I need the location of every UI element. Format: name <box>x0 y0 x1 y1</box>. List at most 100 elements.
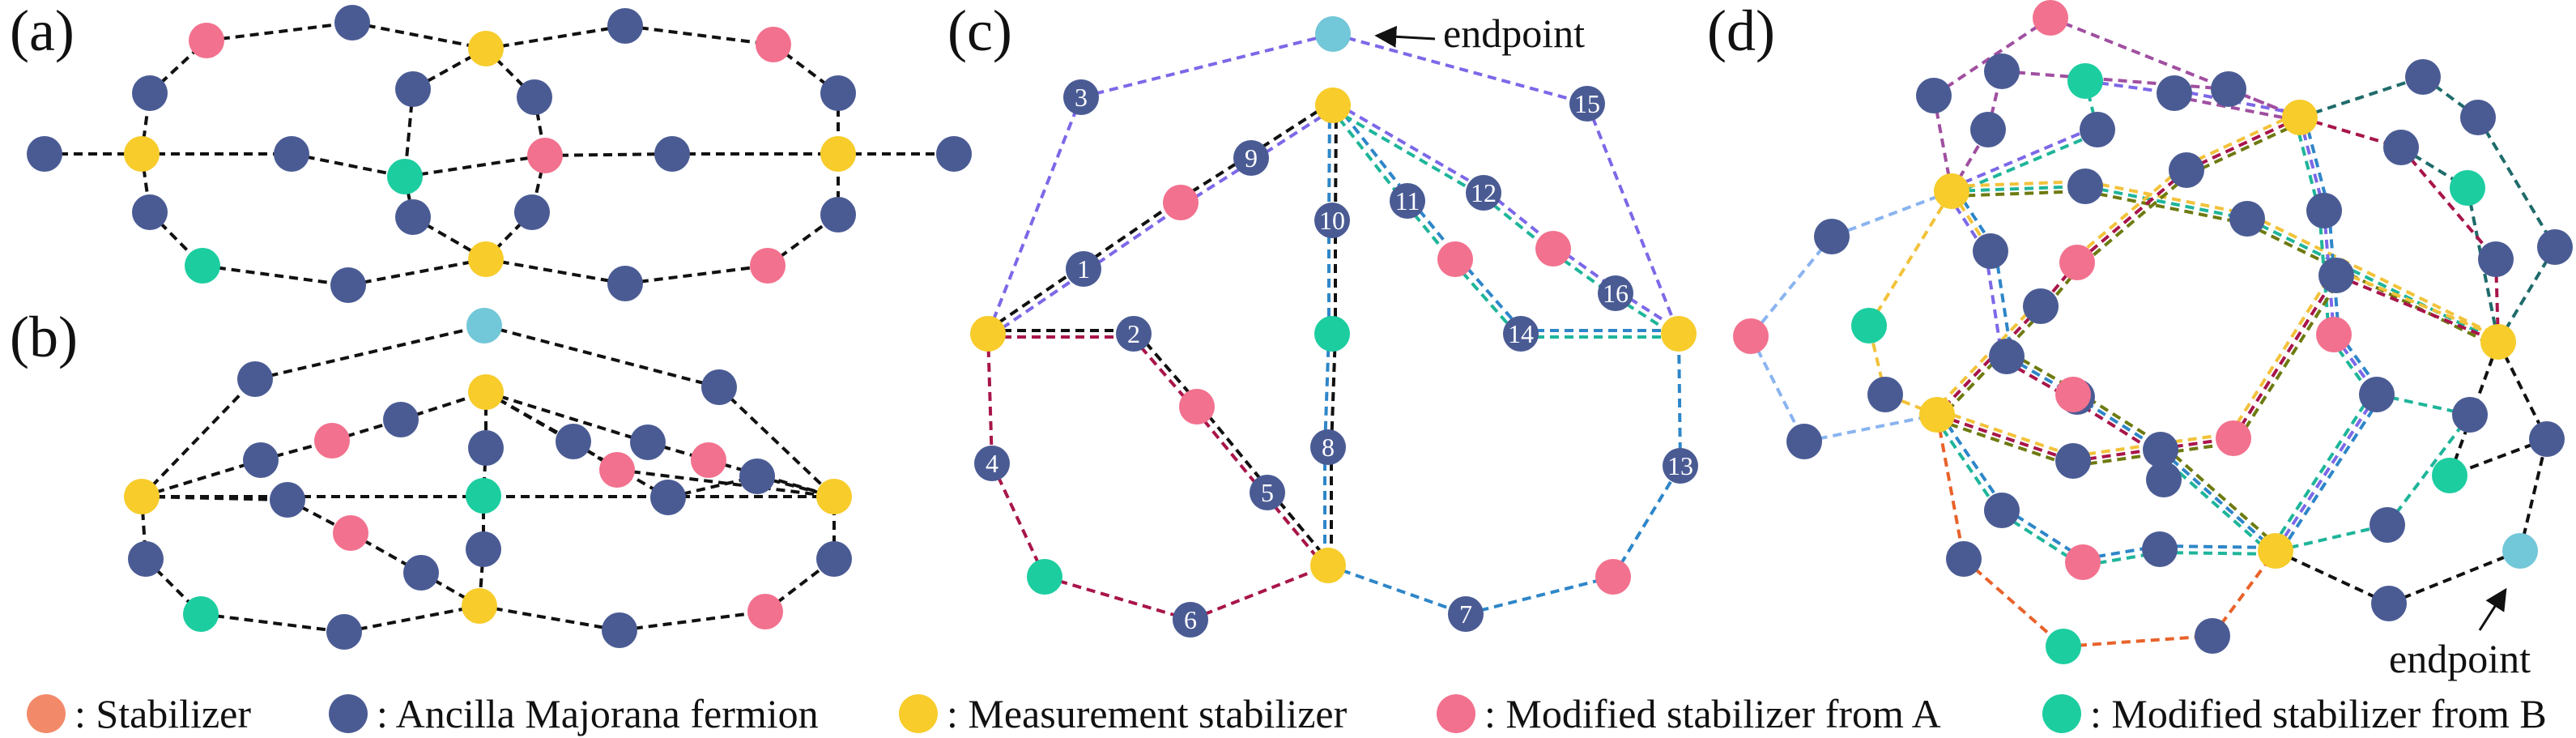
panel-d-ancilla-node <box>2405 59 2441 95</box>
panel-d-edge-q10-Y4 <box>2274 393 2378 552</box>
panel-d-modified-stabilizer-a-node <box>2033 0 2068 36</box>
panel-a-modified-stabilizer-a-node <box>189 23 224 58</box>
panel-a-ancilla-node <box>395 71 431 107</box>
panel-d-ancilla-node <box>2460 100 2496 135</box>
endpoint-c-arrow <box>1374 25 1436 48</box>
panel-b-modified-stabilizer-a-node <box>333 515 368 551</box>
panel-d-ancilla-node <box>2229 201 2265 237</box>
panel-d-edge-q18-Y3 <box>2248 212 2501 339</box>
panel-b-modified-stabilizer-b-node <box>183 596 219 632</box>
panel-c-edge-n4-g1 <box>990 463 1046 578</box>
panel-a-ancilla-node <box>27 136 62 172</box>
panel-b-edge-b5-M <box>343 604 480 633</box>
panel-a-ancilla-node <box>274 136 309 172</box>
panel-a-ancilla-node <box>334 5 370 41</box>
panel-d-edge-q17-q18 <box>2084 189 2247 225</box>
panel-d-edge-q11-q8 <box>2236 277 2342 442</box>
panel-b-ancilla-node <box>466 531 501 567</box>
panel-c-ancilla-node <box>1250 475 1285 510</box>
panel-d-edge-q17-q18 <box>2084 185 2248 220</box>
panel-d-edge-Y1-q1 <box>1952 130 2100 196</box>
legend-label-modified-a: : Modified stabilizer from A <box>1484 691 1941 736</box>
panel-d-ancilla-node <box>2195 618 2230 654</box>
panel-b-edge-e3-e4 <box>647 441 709 462</box>
panel-d-edge-o8-o10 <box>2399 146 2497 261</box>
panel-a-ancilla-node <box>820 75 856 111</box>
panel-b-ancilla-node <box>602 612 637 648</box>
panel-c-node-number-label: 13 <box>1667 451 1693 480</box>
panel-c-edge-n15-R <box>1586 103 1680 335</box>
panel-c-ancilla-node <box>1233 140 1269 176</box>
legend-label-measurement: : Measurement stabilizer <box>947 691 1348 736</box>
panel-a-modified-stabilizer-b-node <box>387 159 423 194</box>
panel-c-ancilla-node <box>1314 203 1350 238</box>
panel-b-measurement-stabilizer-node <box>124 479 160 514</box>
panel-d-ancilla-node <box>2157 75 2192 111</box>
panel-d-edge-q11-q8 <box>2228 271 2334 437</box>
panel-c-ancilla-node <box>1466 175 1501 211</box>
panel-b-ancilla-node <box>403 555 439 591</box>
panel-c-edge-g2-n8 <box>1323 333 1331 447</box>
panel-a-modified-stabilizer-a-node <box>756 27 791 62</box>
panel-c-measurement-stabilizer-node <box>1661 316 1697 352</box>
panel-c-modified-stabilizer-b-node <box>1314 316 1350 352</box>
panel-a-ancilla-node <box>132 194 168 230</box>
legend-swatch-modified-b <box>2042 694 2081 733</box>
panel-c-node-number-label: 16 <box>1603 279 1629 308</box>
panel-a-edge-i6-B <box>484 211 534 261</box>
panel-c-edge-L-n1 <box>989 270 1087 338</box>
panel-c-ancilla-node <box>1390 183 1425 219</box>
panel-d-edge-q8-Y3 <box>2337 269 2501 339</box>
panel-d-edge-o31-o32 <box>2063 634 2213 648</box>
panel-a-ancilla-node <box>514 194 550 230</box>
panel-a-ancilla-node <box>607 8 643 44</box>
panel-a-modified-stabilizer-a-node <box>750 248 786 284</box>
panel-c-edge-T-n11 <box>1329 106 1407 204</box>
edges-layer <box>45 16 2557 648</box>
panel-d-ancilla-node <box>1970 112 2006 147</box>
panel-c-measurement-stabilizer-node <box>970 316 1006 352</box>
panel-c-edge-n3-E <box>1080 32 1334 99</box>
panel-a-edge-a10-a11 <box>624 264 769 285</box>
panel-c-node-number-label: 8 <box>1322 433 1335 462</box>
panel-b-edge-E-b2 <box>483 324 720 389</box>
panel-d-edge-q16-Y4 <box>2159 448 2277 552</box>
panel-a-ancilla-node <box>820 197 856 232</box>
panel-b-ancilla-node <box>739 459 775 494</box>
panel-c-ancilla-node <box>974 446 1010 481</box>
panel-d-edge-o14-o17 <box>1749 235 1833 338</box>
panel-c-node-number-label: 5 <box>1261 478 1274 507</box>
panel-c-modified-stabilizer-a-node <box>1163 185 1199 220</box>
panel-a-edge-a3-T <box>351 21 487 50</box>
panel-d-edge-o3-o1 <box>1932 16 2052 97</box>
panel-b-ancilla-node <box>128 541 164 577</box>
panel-c-edge-n1-p1 <box>1080 198 1180 268</box>
panel-d-ancilla-node <box>2080 112 2115 147</box>
panel-a-edge-a4-a5 <box>624 24 774 46</box>
panel-d-modified-stabilizer-b-node <box>2432 458 2467 493</box>
panel-d-ancilla-node <box>2452 397 2488 433</box>
panel-d-ancilla-node <box>1989 339 2025 374</box>
panel-b-ancilla-node <box>468 430 504 466</box>
panel-d-ancilla-node <box>2383 130 2419 165</box>
panel-d-ancilla-node <box>2211 71 2246 107</box>
panel-d-ancilla-node <box>2306 193 2342 228</box>
panel-d-edge-q17-q18 <box>2085 180 2249 216</box>
panel-d-edge-Y2-q2 <box>2186 116 2301 172</box>
panel-a-ancilla-node <box>330 267 366 303</box>
panel-c-edge-T-n12 <box>1330 106 1483 198</box>
panel-label-c: (c) <box>947 0 1012 63</box>
panel-b-edge-b6-b7 <box>619 610 766 632</box>
panel-c-node-number-label: 4 <box>986 449 998 478</box>
endpoint-d-label: endpoint <box>2389 636 2531 681</box>
panel-c-node-number-label: 12 <box>1471 178 1497 207</box>
panel-b-measurement-stabilizer-node <box>462 588 497 624</box>
panel-d-edge-q3-q6 <box>1984 251 2004 358</box>
panel-b-ancilla-node <box>383 402 419 437</box>
panel-a-edge-i3-i4 <box>404 154 546 178</box>
panel-d-modified-stabilizer-a-node <box>2059 245 2095 280</box>
panel-a-measurement-stabilizer-node <box>468 31 504 66</box>
panel-d-ancilla-node <box>2055 443 2091 479</box>
panel-c-node-number-label: 7 <box>1459 599 1472 629</box>
panel-b-edge-b1-E <box>254 324 485 381</box>
